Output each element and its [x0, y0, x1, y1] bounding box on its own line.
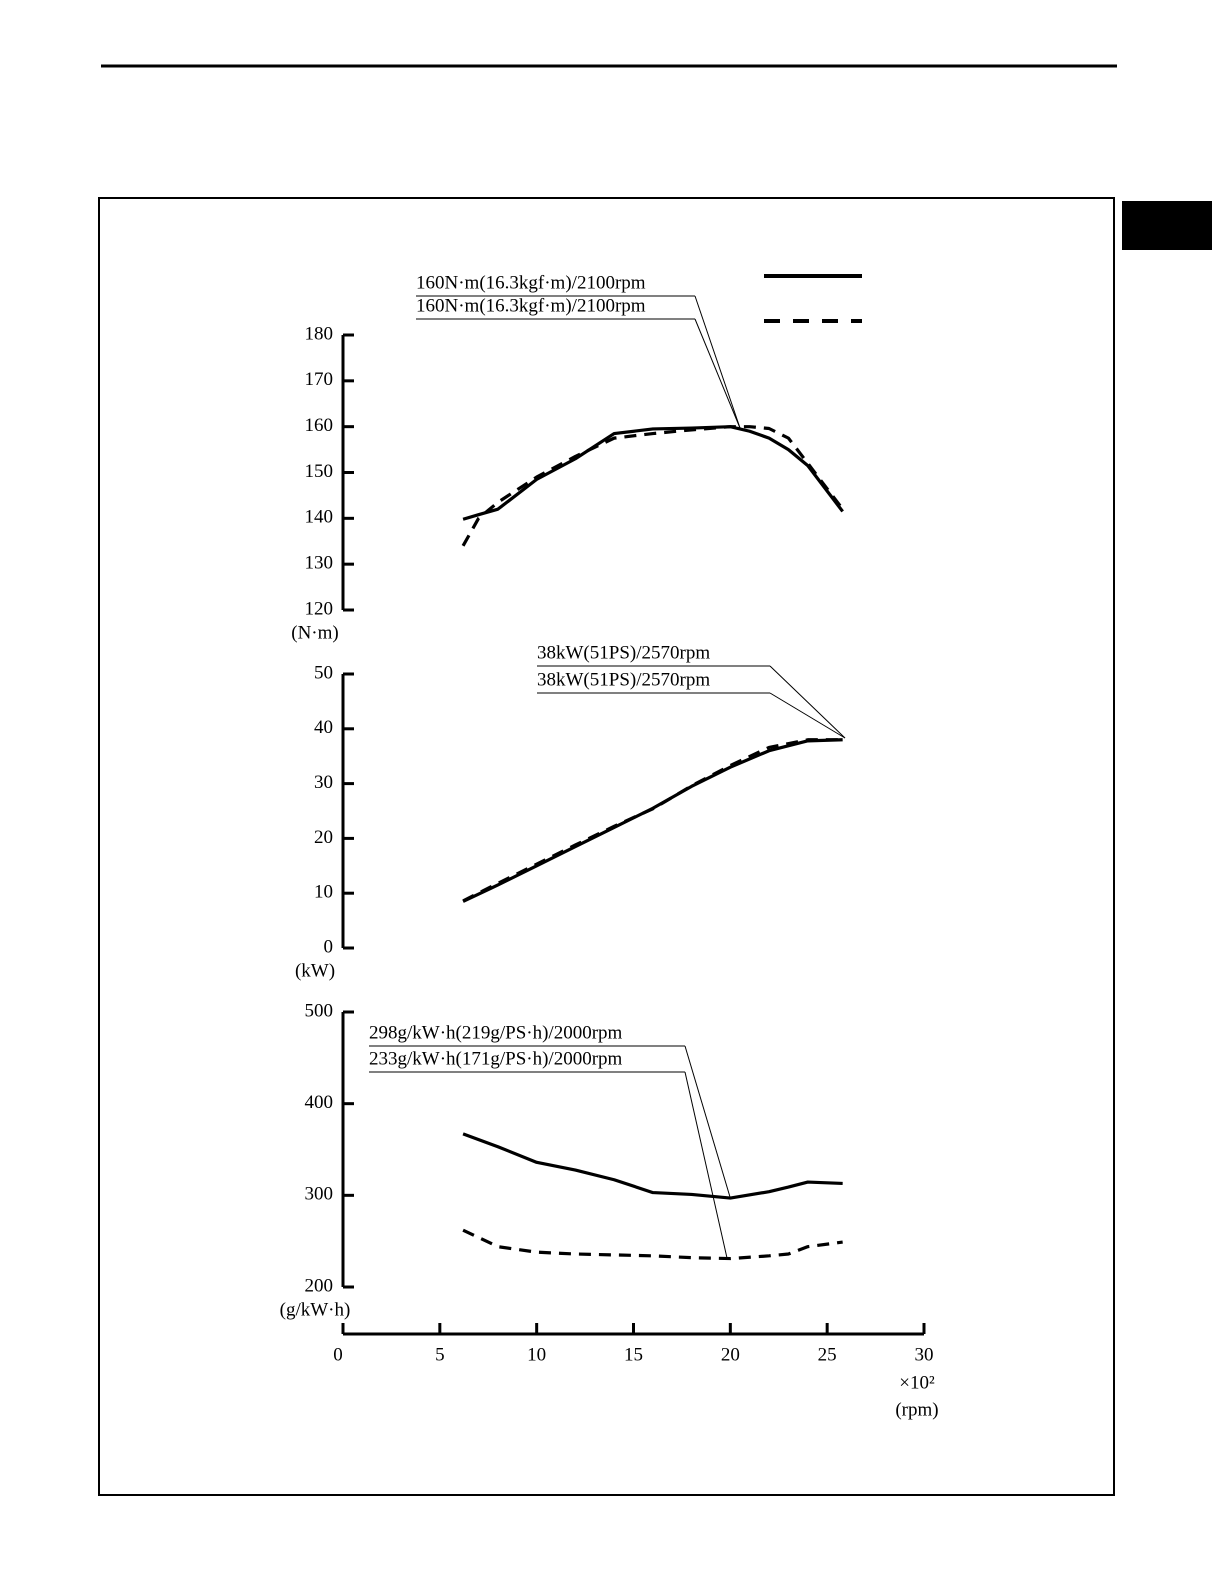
y-tick-label: 300 — [305, 1184, 334, 1205]
series-line — [462, 1228, 843, 1261]
leader-line — [769, 665, 846, 739]
x-tick-label: 20 — [721, 1344, 740, 1365]
x-tick-label: 25 — [818, 1344, 837, 1365]
series-line — [462, 425, 844, 521]
y-tick-label: 160 — [305, 415, 334, 436]
x-tick-label: 5 — [435, 1344, 445, 1365]
leader-line — [684, 1045, 731, 1198]
annotation: 38kW(51PS)/2570rpm — [537, 669, 710, 690]
y-tick-label: 0 — [324, 936, 334, 957]
leader-line — [694, 295, 741, 429]
y-tick-label: 50 — [314, 662, 333, 683]
y-tick-label: 180 — [305, 323, 334, 344]
y-axis-label: (g/kW·h) — [280, 1299, 351, 1320]
y-tick-label: 200 — [305, 1275, 334, 1296]
y-tick-label: 20 — [314, 827, 333, 848]
x-axis-label: (rpm) — [895, 1399, 938, 1420]
series-line — [461, 425, 844, 547]
y-tick-label: 150 — [305, 461, 334, 482]
y-tick-label: 30 — [314, 772, 333, 793]
leader-line — [694, 318, 741, 429]
series-line — [462, 1132, 843, 1200]
series-line — [462, 738, 843, 903]
y-tick-label: 140 — [305, 507, 334, 528]
y-tick-label: 170 — [305, 369, 334, 390]
annotation: 160N·m(16.3kgf·m)/2100rpm — [416, 272, 646, 293]
y-tick-label: 40 — [314, 717, 333, 738]
series-line — [462, 738, 843, 903]
y-tick-label: 10 — [314, 882, 333, 903]
y-axis-label: (kW) — [295, 960, 335, 981]
x-tick-label: 0 — [333, 1344, 343, 1365]
y-tick-label: 400 — [305, 1092, 334, 1113]
y-axis-label: (N·m) — [291, 622, 338, 643]
y-tick-label: 120 — [305, 598, 334, 619]
leader-line — [769, 692, 846, 739]
y-tick-label: 500 — [305, 1000, 334, 1021]
x-tick-label: 10 — [527, 1344, 546, 1365]
y-tick-label: 130 — [305, 553, 334, 574]
section-tab — [1122, 201, 1212, 250]
x-tick-label: 30 — [915, 1344, 934, 1365]
frame — [98, 197, 1115, 1496]
annotation: 160N·m(16.3kgf·m)/2100rpm — [416, 295, 646, 316]
leader-line — [684, 1071, 728, 1259]
annotation: 298g/kW·h(219g/PS·h)/2000rpm — [369, 1022, 623, 1043]
x-axis-multiplier: ×10² — [899, 1372, 935, 1393]
annotation: 38kW(51PS)/2570rpm — [537, 642, 710, 663]
x-tick-label: 15 — [624, 1344, 643, 1365]
annotation: 233g/kW·h(171g/PS·h)/2000rpm — [369, 1048, 623, 1069]
